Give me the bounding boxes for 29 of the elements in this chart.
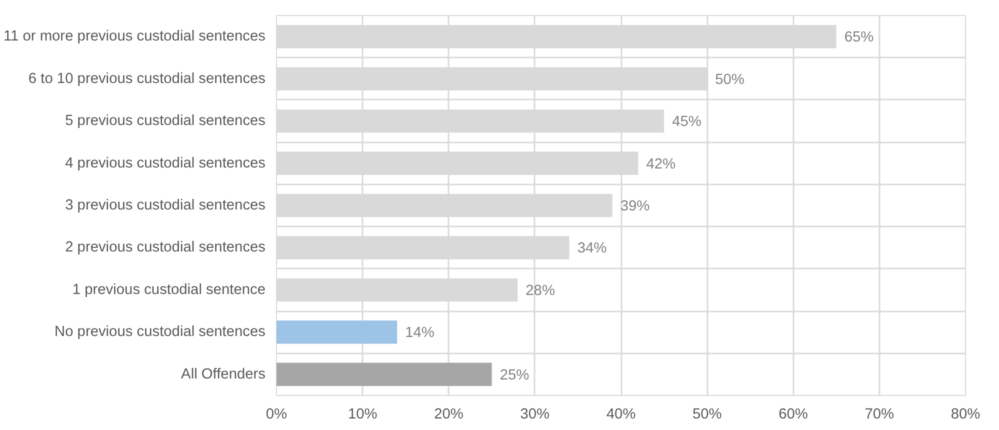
y-tick-label: 5 previous custodial sentences <box>65 113 266 130</box>
x-tick-label: 0% <box>266 406 288 422</box>
data-label: 25% <box>500 367 530 384</box>
x-tick-label: 40% <box>606 406 636 422</box>
y-tick-label: 6 to 10 previous custodial sentences <box>28 70 266 87</box>
y-tick-label: 4 previous custodial sentences <box>65 155 266 172</box>
x-tick-label: 80% <box>950 406 980 422</box>
y-tick-label: 3 previous custodial sentences <box>65 198 266 214</box>
data-label: 65% <box>844 30 874 46</box>
y-tick-label: 1 previous custodial sentence <box>72 282 266 298</box>
data-label: 42% <box>646 156 676 172</box>
x-tick-label: 50% <box>692 406 722 422</box>
bar <box>276 362 492 386</box>
y-tick-label: 11 or more previous custodial sentences <box>3 28 266 45</box>
data-label: 28% <box>526 282 555 299</box>
y-tick-label: All Offenders <box>181 366 266 382</box>
data-label: 14% <box>405 325 434 342</box>
x-tick-label: 70% <box>864 406 894 422</box>
x-tick-label: 20% <box>434 406 464 422</box>
y-tick-label: 2 previous custodial sentences <box>65 240 266 256</box>
x-tick-label: 10% <box>348 406 378 422</box>
data-label: 34% <box>577 240 607 257</box>
bar <box>276 320 398 344</box>
data-label: 45% <box>672 114 702 130</box>
data-label: 39% <box>620 198 650 214</box>
y-tick-label: No previous custodial sentences <box>54 324 266 340</box>
x-tick-label: 60% <box>778 406 808 422</box>
x-tick-label: 30% <box>520 406 550 422</box>
data-label: 50% <box>715 72 744 88</box>
